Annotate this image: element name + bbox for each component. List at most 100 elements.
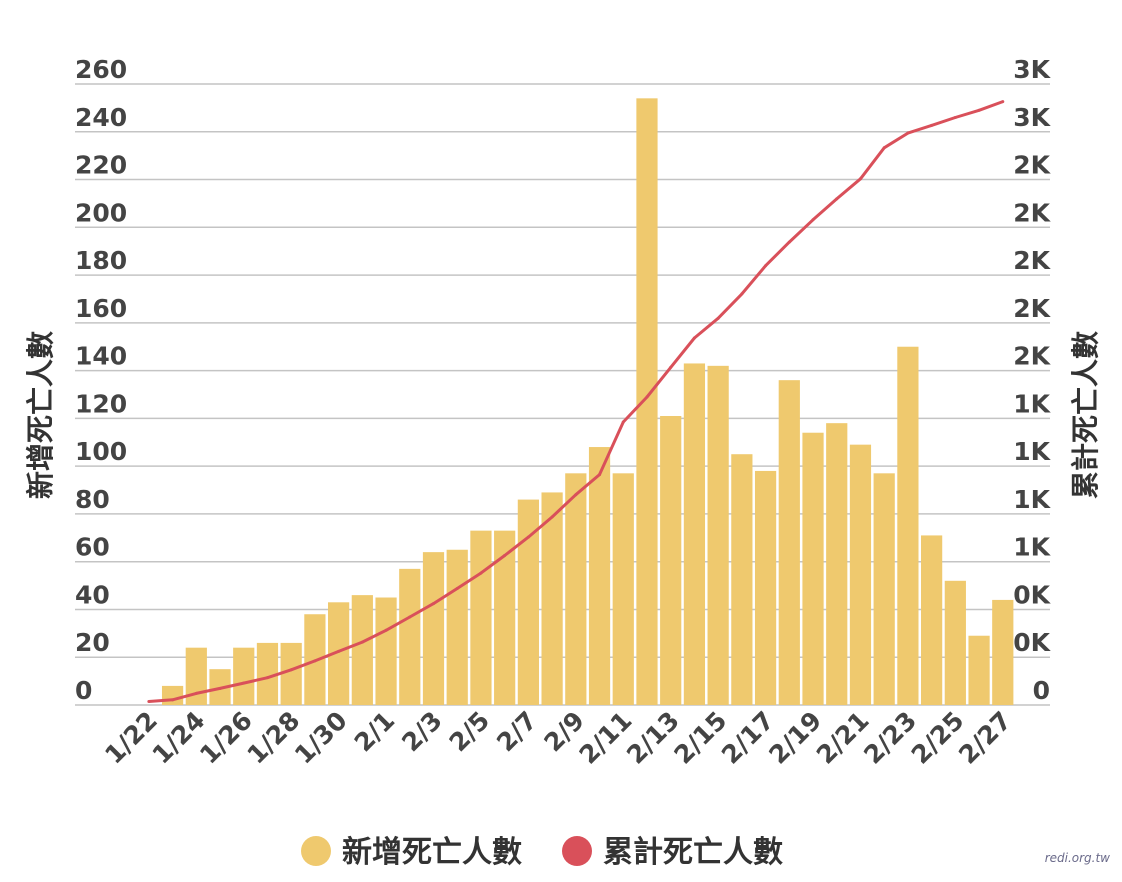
- line-point: [835, 197, 839, 201]
- right-y-tick-label: 3K: [1013, 103, 1051, 132]
- x-tick-label: 2/5: [444, 706, 496, 758]
- legend-label-line: 累計死亡人數: [603, 835, 783, 870]
- bar: [328, 602, 350, 705]
- right-y-tick-label: 0K: [1013, 628, 1051, 657]
- right-y-tick-label: 1K: [1013, 533, 1051, 562]
- x-tick-label: 2/11: [574, 706, 638, 770]
- line-point: [930, 123, 934, 127]
- x-tick-label: 2/3: [396, 706, 448, 758]
- right-y-tick-label: 2K: [1013, 294, 1051, 323]
- bar: [754, 470, 777, 705]
- line-point: [645, 395, 649, 399]
- bar: [517, 499, 539, 705]
- line-point: [313, 659, 317, 663]
- line-point: [882, 146, 886, 150]
- line-point: [740, 292, 744, 296]
- line-point: [550, 515, 554, 519]
- legend-swatch-line: [562, 836, 592, 866]
- line-point: [360, 640, 364, 644]
- right-y-axis-title: 累計死亡人數: [1069, 331, 1102, 499]
- right-y-tick-label: 1K: [1013, 485, 1051, 514]
- bar: [873, 473, 895, 705]
- x-axis: 1/221/241/261/281/302/12/32/52/72/92/112…: [99, 706, 1017, 770]
- bar: [351, 595, 373, 705]
- left-y-tick-label: 240: [75, 103, 127, 132]
- bar: [470, 530, 492, 705]
- bar: [992, 599, 1014, 705]
- left-y-axis-title: 新增死亡人數: [24, 331, 57, 499]
- legend-label-bars: 新增死亡人數: [342, 835, 522, 870]
- x-tick-label: 2/7: [491, 706, 543, 758]
- bar: [541, 492, 563, 705]
- x-tick-label: 1/26: [194, 706, 258, 770]
- x-tick-label: 2/23: [858, 706, 922, 770]
- line-point: [858, 177, 862, 181]
- line-point: [408, 615, 412, 619]
- bar: [565, 473, 587, 705]
- right-y-tick-label: 1K: [1013, 437, 1051, 466]
- bar: [683, 363, 706, 705]
- bar: [849, 444, 872, 705]
- bar: [921, 535, 943, 705]
- line-point: [384, 628, 388, 632]
- line-point: [977, 108, 981, 112]
- line-point: [147, 699, 151, 703]
- left-y-tick-label: 120: [75, 389, 127, 418]
- x-tick-label: 2/15: [669, 706, 733, 770]
- line-point: [242, 681, 246, 685]
- line-point: [1001, 100, 1005, 104]
- x-tick-label: 2/25: [906, 706, 970, 770]
- bar: [494, 530, 516, 705]
- line-point: [787, 240, 791, 244]
- x-tick-label: 1/24: [147, 706, 211, 770]
- left-y-tick-label: 80: [75, 485, 110, 514]
- line-point: [692, 336, 696, 340]
- x-tick-label: 2/13: [621, 706, 685, 770]
- line-point: [526, 535, 530, 539]
- right-y-tick-label: 2K: [1013, 342, 1051, 371]
- bar: [399, 568, 421, 705]
- left-y-tick-label: 60: [75, 533, 110, 562]
- right-y-tick-label: 2K: [1013, 151, 1051, 180]
- watermark: redi.org.tw: [1045, 851, 1110, 865]
- bar: [185, 647, 207, 705]
- bar: [897, 346, 919, 705]
- legend-swatch-bars: [301, 836, 331, 866]
- x-tick-label: 2/19: [763, 706, 827, 770]
- left-y-tick-label: 200: [75, 198, 127, 227]
- line-point: [194, 691, 198, 695]
- bar: [944, 580, 966, 705]
- line-point: [218, 686, 222, 690]
- bar: [778, 380, 800, 705]
- line-point: [171, 698, 175, 702]
- right-y-tick-label: 0K: [1013, 580, 1051, 609]
- line-point: [574, 493, 578, 497]
- line-point: [289, 668, 293, 672]
- right-y-tick-label: 3K: [1013, 55, 1051, 84]
- legend: 新增死亡人數 累計死亡人數: [301, 835, 783, 870]
- bar: [280, 642, 302, 705]
- right-y-tick-label: 2K: [1013, 198, 1051, 227]
- left-y-tick-label: 180: [75, 246, 127, 275]
- bar: [256, 642, 279, 705]
- line-point: [479, 571, 483, 575]
- left-y-tick-label: 220: [75, 151, 127, 180]
- right-y-axis: 0 0K 0K 1K 1K 1K 1K 2K 2K 2K 2K 2K 3K 3K: [1013, 55, 1051, 705]
- left-y-tick-label: 160: [75, 294, 127, 323]
- bar: [422, 552, 445, 705]
- line-point: [503, 554, 507, 558]
- line-point: [337, 649, 341, 653]
- bar-series: [161, 98, 1014, 706]
- bar: [612, 473, 634, 705]
- bar: [802, 432, 824, 705]
- x-tick-label: 1/22: [99, 706, 163, 770]
- x-tick-label: 1/28: [242, 706, 306, 770]
- x-tick-label: 1/30: [289, 706, 353, 770]
- line-series: [147, 100, 1005, 703]
- left-y-tick-label: 100: [75, 437, 127, 466]
- bar: [233, 647, 255, 705]
- x-tick-label: 2/21: [811, 706, 875, 770]
- bar: [968, 635, 990, 705]
- line-point: [432, 602, 435, 606]
